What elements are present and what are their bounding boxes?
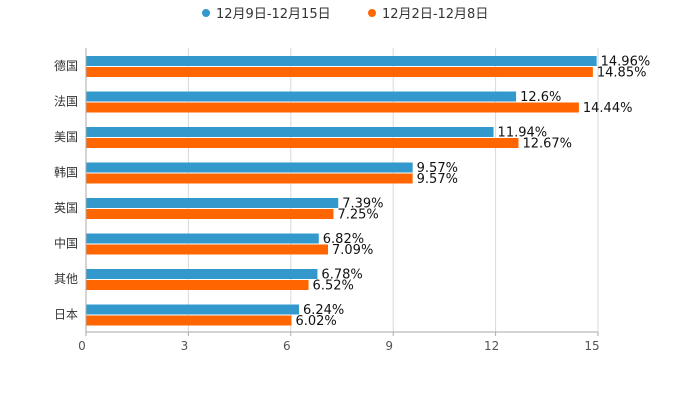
category-label: 日本 (54, 307, 78, 321)
axis: 0 3 6 9 12 15 (78, 48, 600, 353)
data-label-series-1: 6.24% (303, 303, 344, 318)
data-label-series-1: 9.57% (417, 161, 458, 176)
bar-series-1 (86, 91, 517, 102)
x-tick-label: 3 (181, 339, 189, 353)
legend-marker-1 (202, 9, 210, 17)
bar-series-1 (86, 198, 339, 208)
data-label-series-2: 6.02% (295, 314, 336, 329)
data-label-series-1: 11.94% (498, 126, 548, 141)
data-label-series-2: 7.09% (332, 243, 373, 258)
category-label: 美国 (54, 130, 78, 144)
bar-series-1 (86, 269, 318, 279)
bar-series-1 (86, 162, 413, 173)
legend-label-1: 12月9日-12月15日 (216, 7, 331, 22)
bar-series-2 (86, 67, 593, 77)
bar-series-2 (86, 209, 334, 219)
data-label-series-2: 9.57% (417, 172, 458, 187)
legend: 12月9日-12月15日 12月2日-12月8日 (202, 7, 488, 22)
data-label-series-2: 7.25% (337, 208, 378, 223)
x-tick-label: 6 (283, 339, 291, 353)
data-label-series-2: 12.67% (522, 137, 572, 152)
bars: 德国 14.96%14.85% 法国 12.6% 14.44% 美国 11.94%12.67… (54, 55, 650, 330)
x-tick-label: 12 (484, 339, 499, 353)
data-label-series-1: 7.39% (342, 197, 383, 212)
data-label-series-1: 6.78% (321, 268, 362, 283)
legend-marker-2 (368, 9, 376, 17)
legend-label-2: 12月2日-12月8日 (382, 7, 488, 22)
data-label-series-2: 14.85% (597, 66, 647, 81)
category-label: 德国 (54, 58, 78, 73)
category-label: 法国 (54, 94, 78, 108)
bar-series-2 (86, 315, 292, 326)
x-tick-label: 0 (78, 339, 86, 353)
bar-series-1 (86, 56, 597, 66)
bar-series-1 (86, 233, 319, 244)
category-label: 中国 (54, 235, 78, 250)
bar-series-2 (86, 244, 329, 255)
x-tick-label: 9 (385, 339, 393, 353)
bar-series-1 (86, 127, 494, 137)
category-label: 韩国 (54, 164, 78, 179)
category-label: 英国 (54, 201, 78, 215)
bar-series-2 (86, 138, 519, 148)
data-label-series-1: 12.6% (520, 90, 561, 105)
bar-series-2 (86, 280, 309, 290)
data-label-series-1: 6.82% (323, 232, 364, 247)
bar-series-1 (86, 304, 299, 315)
x-tick-label: 15 (584, 339, 599, 353)
bar-series-2 (86, 102, 579, 113)
data-label-series-2: 6.52% (313, 279, 354, 294)
data-label-series-1: 14.96% (601, 55, 651, 70)
bar-series-2 (86, 173, 413, 184)
data-label-series-2: 14.44% (583, 101, 633, 116)
category-label: 其他 (54, 272, 78, 286)
